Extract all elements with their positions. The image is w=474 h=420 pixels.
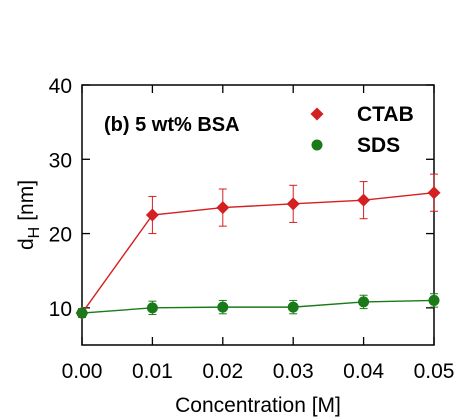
y-tick-label: 30 (49, 149, 72, 172)
panel-label: (b) 5 wt% BSA (104, 114, 240, 136)
x-tick-label: 0.04 (343, 360, 384, 383)
x-axis-label: Concentration [M] (175, 394, 341, 417)
y-axis-label: dH [nm] (15, 180, 43, 250)
ctab-point (145, 208, 159, 222)
ctab-point (216, 201, 230, 215)
x-tick-label: 0.00 (62, 360, 103, 383)
x-tick-label: 0.01 (132, 360, 173, 383)
legend-sds-label: SDS (357, 134, 400, 157)
ctab-point (357, 193, 371, 207)
legend: CTAB SDS (310, 103, 414, 157)
ctab-line (81, 192, 435, 314)
ctab-point (427, 186, 441, 200)
legend-sds-marker (311, 139, 323, 151)
sds-point (358, 296, 370, 308)
x-tick-label: 0.02 (202, 360, 243, 383)
sds-point (76, 307, 88, 319)
sds-line (81, 299, 435, 314)
sds-point (428, 294, 440, 306)
y-tick-label: 20 (49, 224, 72, 247)
y-axis-label-unit: [nm] (15, 180, 38, 221)
series-layer (75, 173, 441, 320)
ctab-point (286, 197, 300, 211)
x-tick-label: 0.05 (414, 360, 455, 383)
y-tick-label: 10 (49, 298, 72, 321)
sds-point (217, 301, 229, 313)
sds-point (287, 301, 299, 313)
ticks-layer: 0.00 0.01 0.02 0.03 0.04 0.05 10 20 30 40 (49, 75, 455, 383)
x-tick-label: 0.03 (273, 360, 314, 383)
plot-frame (81, 84, 435, 346)
sds-point (146, 302, 158, 314)
y-tick-label: 40 (49, 75, 72, 98)
legend-ctab-label: CTAB (357, 103, 414, 126)
y-axis-label-sub: H (26, 227, 43, 239)
y-axis-label-main: d (15, 238, 38, 250)
legend-ctab-marker (310, 107, 324, 121)
